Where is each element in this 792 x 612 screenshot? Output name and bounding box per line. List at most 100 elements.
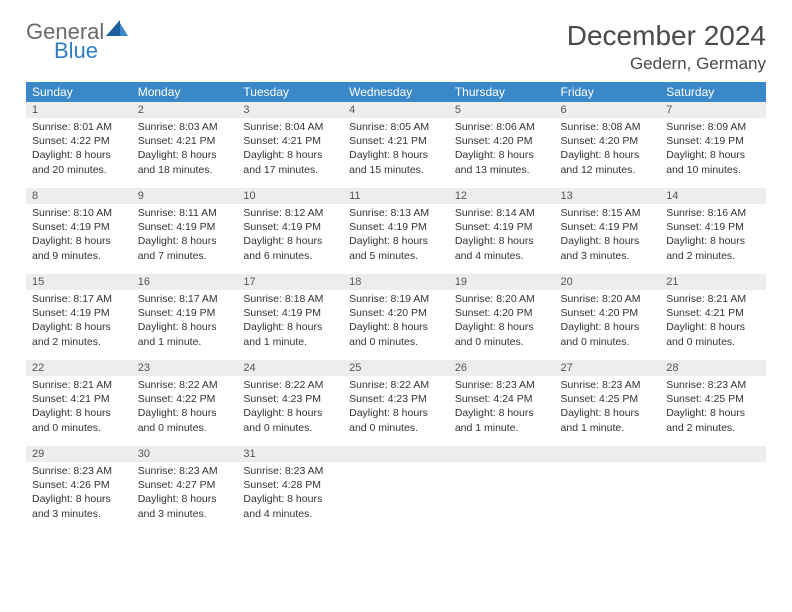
daylight-text-2: and 4 minutes.	[243, 507, 337, 521]
sunrise-text: Sunrise: 8:20 AM	[455, 292, 549, 306]
day-details: Sunrise: 8:21 AMSunset: 4:21 PMDaylight:…	[660, 290, 766, 353]
logo: General Blue	[26, 20, 128, 62]
calendar-day-cell: 2Sunrise: 8:03 AMSunset: 4:21 PMDaylight…	[132, 102, 238, 188]
daylight-text-1: Daylight: 8 hours	[561, 148, 655, 162]
sunrise-text: Sunrise: 8:11 AM	[138, 206, 232, 220]
weekday-header: Monday	[132, 82, 238, 102]
daylight-text-2: and 20 minutes.	[32, 163, 126, 177]
sunset-text: Sunset: 4:21 PM	[32, 392, 126, 406]
day-number: 4	[343, 102, 449, 118]
daylight-text-1: Daylight: 8 hours	[32, 492, 126, 506]
day-details: Sunrise: 8:23 AMSunset: 4:27 PMDaylight:…	[132, 462, 238, 525]
daylight-text-2: and 0 minutes.	[243, 421, 337, 435]
day-details: Sunrise: 8:23 AMSunset: 4:26 PMDaylight:…	[26, 462, 132, 525]
day-number: 20	[555, 274, 661, 290]
daylight-text-2: and 18 minutes.	[138, 163, 232, 177]
day-details: Sunrise: 8:08 AMSunset: 4:20 PMDaylight:…	[555, 118, 661, 181]
daylight-text-1: Daylight: 8 hours	[243, 492, 337, 506]
daylight-text-1: Daylight: 8 hours	[666, 234, 760, 248]
day-details: Sunrise: 8:20 AMSunset: 4:20 PMDaylight:…	[555, 290, 661, 353]
day-number: 27	[555, 360, 661, 376]
calendar-week-row: 22Sunrise: 8:21 AMSunset: 4:21 PMDayligh…	[26, 360, 766, 446]
sunset-text: Sunset: 4:27 PM	[138, 478, 232, 492]
day-details: Sunrise: 8:17 AMSunset: 4:19 PMDaylight:…	[26, 290, 132, 353]
daylight-text-1: Daylight: 8 hours	[666, 406, 760, 420]
day-number: 25	[343, 360, 449, 376]
day-number: 13	[555, 188, 661, 204]
day-number: 26	[449, 360, 555, 376]
day-details: Sunrise: 8:18 AMSunset: 4:19 PMDaylight:…	[237, 290, 343, 353]
day-number: 14	[660, 188, 766, 204]
sunset-text: Sunset: 4:21 PM	[243, 134, 337, 148]
day-details: Sunrise: 8:19 AMSunset: 4:20 PMDaylight:…	[343, 290, 449, 353]
header: General Blue December 2024 Gedern, Germa…	[26, 20, 766, 74]
sunset-text: Sunset: 4:19 PM	[243, 220, 337, 234]
daylight-text-2: and 7 minutes.	[138, 249, 232, 263]
sunrise-text: Sunrise: 8:18 AM	[243, 292, 337, 306]
daylight-text-2: and 0 minutes.	[32, 421, 126, 435]
daylight-text-2: and 17 minutes.	[243, 163, 337, 177]
day-details: Sunrise: 8:06 AMSunset: 4:20 PMDaylight:…	[449, 118, 555, 181]
day-details: Sunrise: 8:15 AMSunset: 4:19 PMDaylight:…	[555, 204, 661, 267]
daylight-text-1: Daylight: 8 hours	[243, 320, 337, 334]
sunrise-text: Sunrise: 8:23 AM	[32, 464, 126, 478]
calendar-day-cell: 6Sunrise: 8:08 AMSunset: 4:20 PMDaylight…	[555, 102, 661, 188]
daylight-text-1: Daylight: 8 hours	[349, 320, 443, 334]
calendar-day-cell: 28Sunrise: 8:23 AMSunset: 4:25 PMDayligh…	[660, 360, 766, 446]
daylight-text-1: Daylight: 8 hours	[138, 406, 232, 420]
daylight-text-1: Daylight: 8 hours	[349, 234, 443, 248]
calendar-day-cell: 19Sunrise: 8:20 AMSunset: 4:20 PMDayligh…	[449, 274, 555, 360]
day-details: Sunrise: 8:22 AMSunset: 4:22 PMDaylight:…	[132, 376, 238, 439]
daylight-text-1: Daylight: 8 hours	[455, 406, 549, 420]
daylight-text-1: Daylight: 8 hours	[32, 406, 126, 420]
calendar-day-cell	[449, 446, 555, 532]
day-number: 24	[237, 360, 343, 376]
sunset-text: Sunset: 4:20 PM	[561, 134, 655, 148]
daylight-text-2: and 15 minutes.	[349, 163, 443, 177]
daylight-text-1: Daylight: 8 hours	[561, 234, 655, 248]
calendar-day-cell	[555, 446, 661, 532]
sunset-text: Sunset: 4:26 PM	[32, 478, 126, 492]
daylight-text-1: Daylight: 8 hours	[455, 320, 549, 334]
sunset-text: Sunset: 4:20 PM	[349, 306, 443, 320]
daylight-text-1: Daylight: 8 hours	[138, 320, 232, 334]
day-number: 17	[237, 274, 343, 290]
day-details: Sunrise: 8:10 AMSunset: 4:19 PMDaylight:…	[26, 204, 132, 267]
day-number: 16	[132, 274, 238, 290]
calendar-day-cell: 24Sunrise: 8:22 AMSunset: 4:23 PMDayligh…	[237, 360, 343, 446]
daylight-text-2: and 0 minutes.	[666, 335, 760, 349]
calendar-day-cell: 4Sunrise: 8:05 AMSunset: 4:21 PMDaylight…	[343, 102, 449, 188]
weekday-header: Tuesday	[237, 82, 343, 102]
sunset-text: Sunset: 4:19 PM	[561, 220, 655, 234]
daylight-text-1: Daylight: 8 hours	[455, 234, 549, 248]
sunrise-text: Sunrise: 8:08 AM	[561, 120, 655, 134]
daylight-text-2: and 0 minutes.	[561, 335, 655, 349]
daylight-text-1: Daylight: 8 hours	[32, 320, 126, 334]
calendar-day-cell: 8Sunrise: 8:10 AMSunset: 4:19 PMDaylight…	[26, 188, 132, 274]
day-details: Sunrise: 8:21 AMSunset: 4:21 PMDaylight:…	[26, 376, 132, 439]
weekday-header: Wednesday	[343, 82, 449, 102]
calendar-day-cell: 26Sunrise: 8:23 AMSunset: 4:24 PMDayligh…	[449, 360, 555, 446]
sunrise-text: Sunrise: 8:21 AM	[32, 378, 126, 392]
daylight-text-2: and 1 minute.	[243, 335, 337, 349]
day-details: Sunrise: 8:13 AMSunset: 4:19 PMDaylight:…	[343, 204, 449, 267]
day-number: 21	[660, 274, 766, 290]
daylight-text-1: Daylight: 8 hours	[243, 148, 337, 162]
day-details: Sunrise: 8:11 AMSunset: 4:19 PMDaylight:…	[132, 204, 238, 267]
daylight-text-1: Daylight: 8 hours	[138, 492, 232, 506]
calendar-day-cell: 9Sunrise: 8:11 AMSunset: 4:19 PMDaylight…	[132, 188, 238, 274]
daylight-text-2: and 1 minute.	[138, 335, 232, 349]
day-number: 22	[26, 360, 132, 376]
sunrise-text: Sunrise: 8:03 AM	[138, 120, 232, 134]
calendar-day-cell: 12Sunrise: 8:14 AMSunset: 4:19 PMDayligh…	[449, 188, 555, 274]
sunrise-text: Sunrise: 8:06 AM	[455, 120, 549, 134]
day-details: Sunrise: 8:23 AMSunset: 4:25 PMDaylight:…	[555, 376, 661, 439]
sunset-text: Sunset: 4:25 PM	[561, 392, 655, 406]
calendar-day-cell: 29Sunrise: 8:23 AMSunset: 4:26 PMDayligh…	[26, 446, 132, 532]
sunset-text: Sunset: 4:22 PM	[138, 392, 232, 406]
calendar-day-cell: 7Sunrise: 8:09 AMSunset: 4:19 PMDaylight…	[660, 102, 766, 188]
sunset-text: Sunset: 4:20 PM	[455, 134, 549, 148]
day-number: 30	[132, 446, 238, 462]
sunrise-text: Sunrise: 8:21 AM	[666, 292, 760, 306]
weekday-header: Saturday	[660, 82, 766, 102]
